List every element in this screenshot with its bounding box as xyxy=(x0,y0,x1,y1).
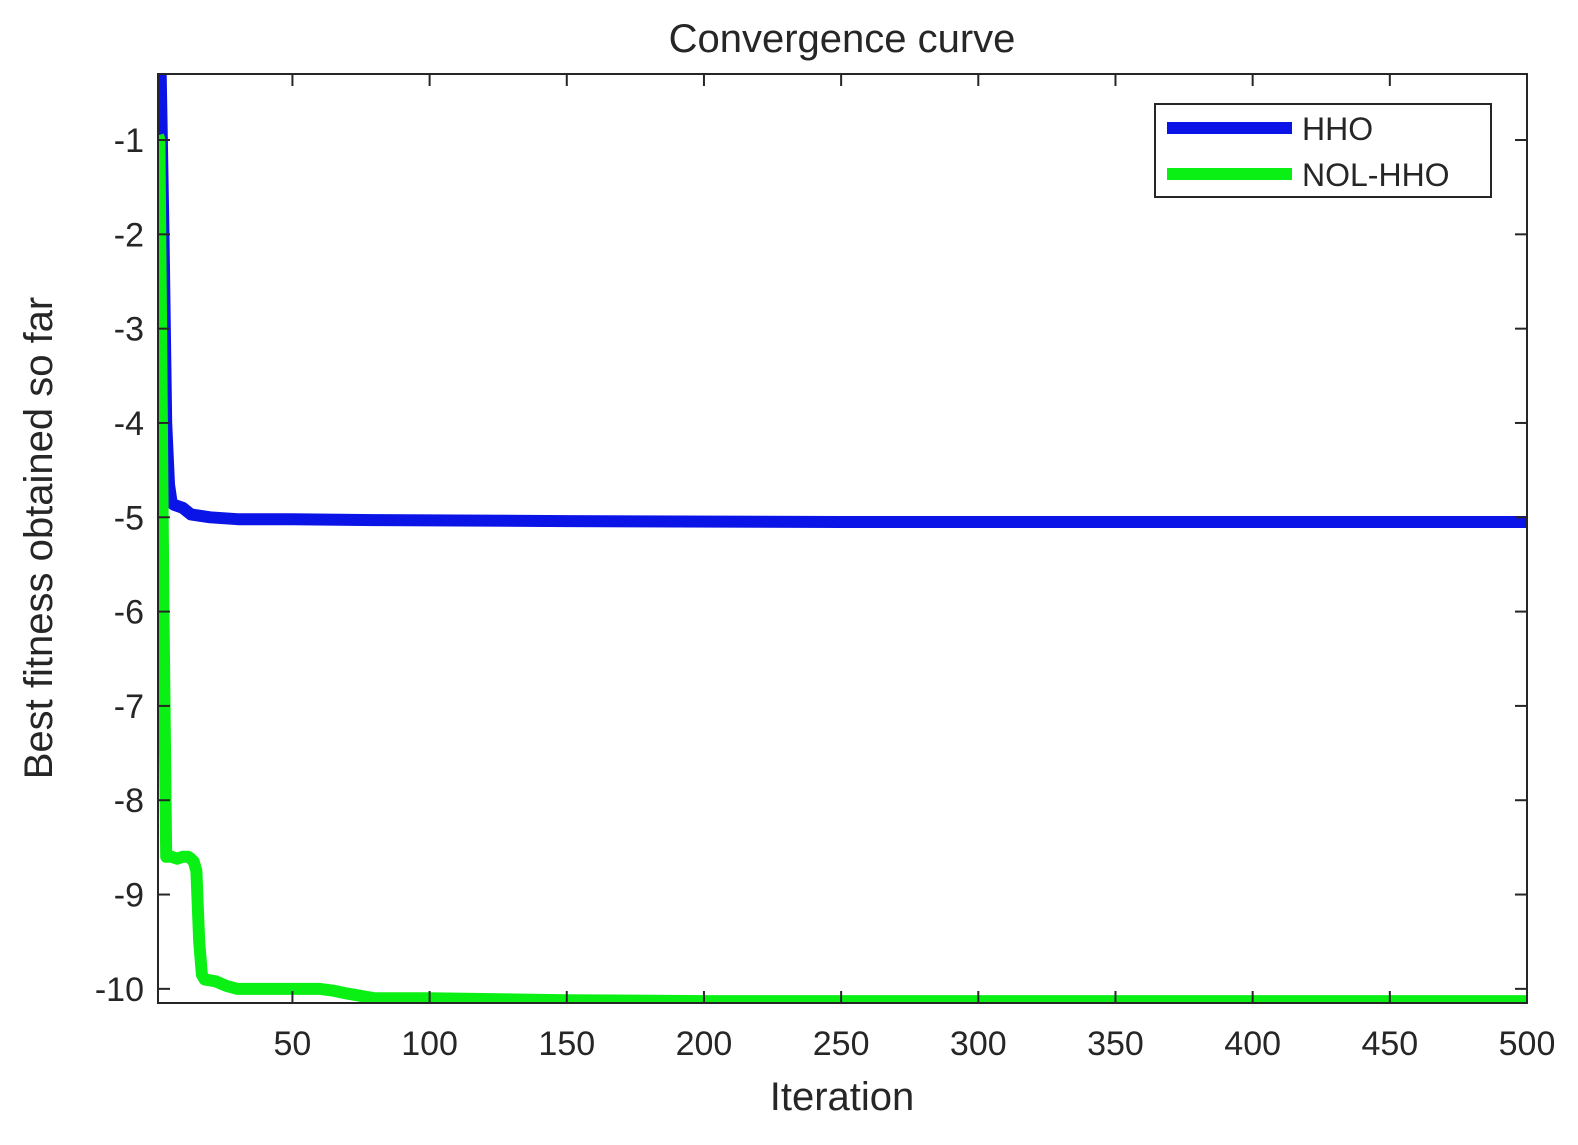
y-tick-label: -2 xyxy=(114,216,144,254)
chart-title: Convergence curve xyxy=(669,17,1016,61)
x-axis: 50 100 150 200 250 300 350 400 450 500 xyxy=(274,74,1556,1063)
x-tick-label: 450 xyxy=(1361,1025,1418,1063)
plot-area-frame xyxy=(157,73,1528,1004)
y-tick-label: -4 xyxy=(114,405,144,443)
x-axis-label: Iteration xyxy=(770,1075,915,1119)
y-tick-label: -7 xyxy=(114,688,144,726)
y-tick-label: -10 xyxy=(95,971,144,1009)
x-tick-label: 400 xyxy=(1224,1025,1281,1063)
legend-label-hho: HHO xyxy=(1302,111,1373,147)
y-tick-label: -5 xyxy=(114,499,144,537)
y-tick-label: -8 xyxy=(114,782,144,820)
series-layer xyxy=(158,74,1527,1003)
x-tick-label: 250 xyxy=(813,1025,870,1063)
legend: HHO NOL-HHO xyxy=(1154,103,1492,198)
x-tick-label: 300 xyxy=(950,1025,1007,1063)
x-tick-label: 500 xyxy=(1499,1025,1556,1063)
legend-label-nol-hho: NOL-HHO xyxy=(1302,157,1450,193)
x-tick-label: 350 xyxy=(1087,1025,1144,1063)
legend-box xyxy=(1154,103,1492,198)
series-line-nol-hho xyxy=(158,133,1527,1003)
x-tick-label: 50 xyxy=(274,1025,312,1063)
x-tick-label: 100 xyxy=(401,1025,458,1063)
x-tick-label: 200 xyxy=(676,1025,733,1063)
y-tick-label: -6 xyxy=(114,594,144,632)
y-axis: -1 -2 -3 -4 -5 -6 -7 -8 -9 -10 xyxy=(95,122,1527,1009)
y-tick-label: -3 xyxy=(114,311,144,349)
y-axis-label: Best fitness obtained so far xyxy=(17,297,61,780)
y-tick-label: -1 xyxy=(114,122,144,160)
x-tick-label: 150 xyxy=(538,1025,595,1063)
y-tick-label: -9 xyxy=(114,877,144,915)
